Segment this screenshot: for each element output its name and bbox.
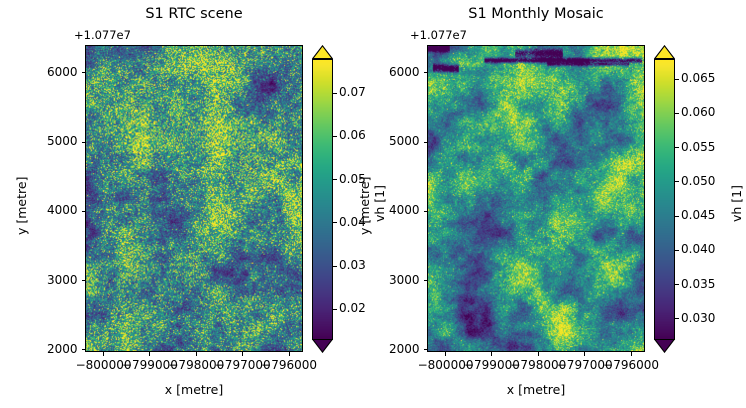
x-tick-label: −798000 [168, 358, 225, 372]
y-tick-mark [81, 210, 85, 212]
colorbar-tick-mark [675, 249, 679, 251]
colorbar-tick-label: 0.065 [681, 71, 716, 86]
colorbar-tick-label: 0.06 [339, 128, 366, 143]
colorbar-canvas-left [313, 59, 332, 339]
x-tick-label: −796000 [603, 358, 660, 372]
colorbar-tick-label: 0.035 [681, 276, 716, 291]
colorbar-tick-label: 0.040 [681, 242, 716, 257]
colorbar-tick-mark [675, 181, 679, 183]
colorbar-tick-label: 0.055 [681, 139, 716, 154]
x-tick-mark [103, 352, 105, 356]
speckle-image-left [86, 46, 302, 351]
y-tick-label: 5000 [46, 134, 78, 149]
colorbar-tick-mark [333, 135, 337, 137]
x-tick-mark [537, 352, 539, 356]
y-tick-label: 3000 [46, 272, 78, 287]
x-tick-mark [584, 352, 586, 356]
x-axis-label-right: x [metre] [506, 382, 566, 397]
colorbar-tick-label: 0.060 [681, 105, 716, 120]
y-tick-mark [81, 280, 85, 282]
x-tick-mark [195, 352, 197, 356]
y-tick-mark [423, 349, 427, 351]
x-tick-mark [491, 352, 493, 356]
colorbar-tick-mark [333, 92, 337, 94]
colorbar-tick-mark [333, 222, 337, 224]
y-tick-label: 3000 [388, 272, 420, 287]
x-tick-mark [149, 352, 151, 356]
y-tick-mark [423, 141, 427, 143]
colorbar-tick-mark [675, 78, 679, 80]
colorbar-tick-mark [333, 265, 337, 267]
colorbar-canvas-right [655, 59, 674, 339]
colorbar-tick-label: 0.04 [339, 214, 366, 229]
x-tick-label: −798000 [510, 358, 567, 372]
colorbar-tick-label: 0.030 [681, 310, 716, 325]
y-tick-label: 4000 [388, 203, 420, 218]
y-tick-label: 6000 [388, 64, 420, 79]
x-tick-label: −800000 [75, 358, 132, 372]
y-tick-label: 4000 [46, 203, 78, 218]
y-offset-text-right: +1.077e7 [410, 28, 467, 42]
x-tick-mark [630, 352, 632, 356]
y-tick-label: 5000 [388, 134, 420, 149]
y-tick-label: 6000 [46, 64, 78, 79]
x-tick-label: −797000 [214, 358, 271, 372]
y-tick-mark [81, 141, 85, 143]
panel-title-right: S1 Monthly Mosaic [468, 6, 604, 22]
colorbar-tick-label: 0.05 [339, 171, 366, 186]
colorbar-tick-mark [675, 215, 679, 217]
y-tick-label: 2000 [388, 341, 420, 356]
x-tick-mark [288, 352, 290, 356]
x-tick-mark [242, 352, 244, 356]
colorbar-label-right: vh [1] [729, 185, 744, 222]
x-tick-label: −799000 [463, 358, 520, 372]
y-tick-mark [423, 72, 427, 74]
colorbar-tick-label: 0.02 [339, 301, 366, 316]
y-offset-text-left: +1.077e7 [74, 28, 131, 42]
colorbar-tick-mark [675, 284, 679, 286]
y-tick-mark [81, 72, 85, 74]
image-panel-right[interactable] [427, 45, 645, 352]
y-tick-mark [423, 210, 427, 212]
colorbar-tick-mark [333, 179, 337, 181]
y-tick-mark [81, 349, 85, 351]
x-tick-label: −800000 [417, 358, 474, 372]
colorbar-gradient-left [312, 58, 333, 340]
x-tick-mark [445, 352, 447, 356]
x-tick-label: −796000 [261, 358, 318, 372]
colorbar-gradient-right [654, 58, 675, 340]
y-tick-mark [423, 280, 427, 282]
image-panel-left[interactable] [85, 45, 303, 352]
colorbar-tick-label: 0.050 [681, 173, 716, 188]
y-tick-label: 2000 [46, 341, 78, 356]
colorbar-tick-label: 0.045 [681, 208, 716, 223]
colorbar-tick-label: 0.03 [339, 258, 366, 272]
colorbar-tick-mark [675, 318, 679, 320]
x-tick-label: −799000 [121, 358, 178, 372]
colorbar-tick-label: 0.07 [339, 85, 366, 100]
panel-title-left: S1 RTC scene [145, 6, 243, 22]
colorbar-tick-mark [675, 147, 679, 149]
speckle-image-right [428, 46, 644, 351]
colorbar-tick-mark [675, 112, 679, 114]
colorbar-tick-mark [333, 308, 337, 310]
x-tick-label: −797000 [556, 358, 613, 372]
x-axis-label-left: x [metre] [164, 382, 224, 397]
